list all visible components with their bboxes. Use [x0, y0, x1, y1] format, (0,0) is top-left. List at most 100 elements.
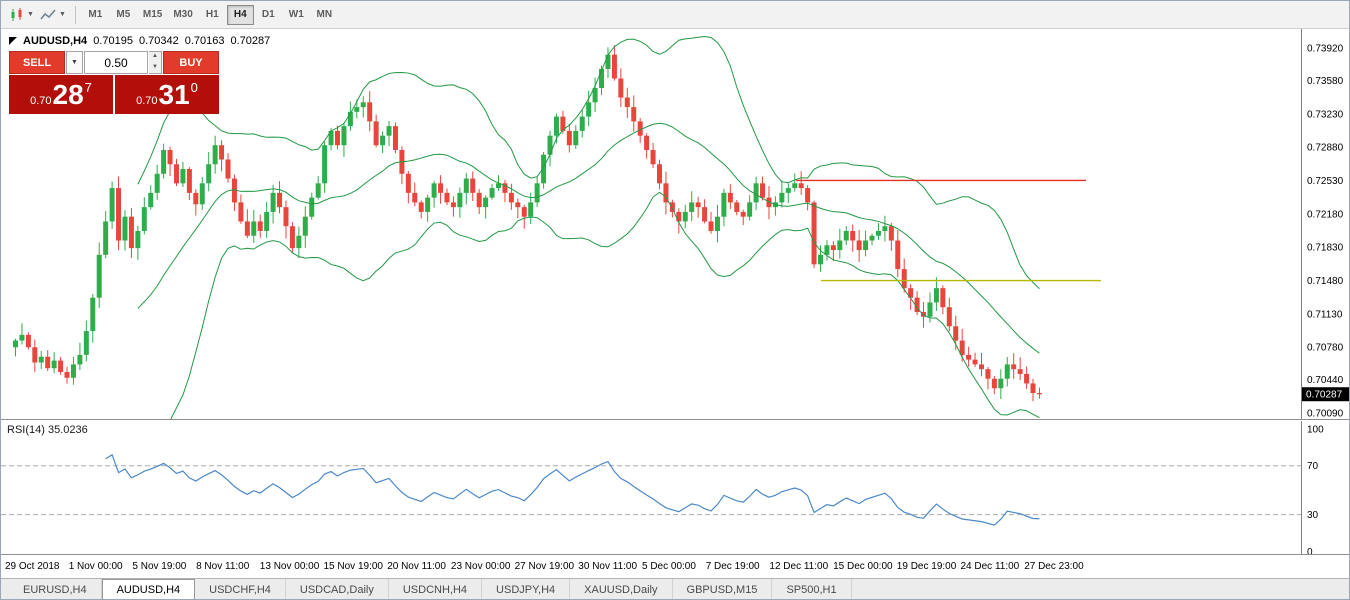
volume-input[interactable] — [84, 51, 148, 74]
price-axis-label: 0.73230 — [1307, 109, 1344, 120]
volume-stepper: ▲ ▼ — [149, 51, 162, 74]
tab-usdchf-h4[interactable]: USDCHF,H4 — [195, 579, 286, 599]
price-axis-label: 0.73920 — [1307, 44, 1344, 55]
line-chart-tool-group: ▼ — [37, 4, 69, 26]
rsi-line — [105, 453, 1040, 526]
bollinger-lower-band — [170, 191, 1040, 419]
tab-eurusd-h4[interactable]: EURUSD,H4 — [9, 579, 102, 599]
current-price-text: 0.70287 — [1306, 390, 1343, 401]
price-axis-label: 0.72880 — [1307, 143, 1344, 154]
chart-type-tool-group: ▼ — [5, 4, 37, 26]
time-axis-label: 5 Dec 00:00 — [642, 561, 696, 572]
price-axis-label: 0.70090 — [1307, 409, 1344, 420]
price-chart-canvas[interactable]: 0.73920 0.73580 0.73230 0.72880 0.72530 0.721… — [1, 29, 1350, 419]
chart-header: AUDUSD,H4 0.70195 0.70342 0.70163 0.7028… — [9, 35, 270, 47]
trade-prices-row: 0.70 28 7 0.70 31 0 — [9, 75, 219, 114]
tab-usdcnh-h4[interactable]: USDCNH,H4 — [389, 579, 483, 599]
tab-xauusd-daily[interactable]: XAUUSD,Daily — [570, 579, 673, 599]
rsi-panel: 100 70 30 0 RSI(14) 35.0236 — [1, 419, 1350, 555]
main-chart-panel: 0.73920 0.73580 0.73230 0.72880 0.72530 0.721… — [1, 29, 1350, 419]
sell-price-display[interactable]: 0.70 28 7 — [9, 75, 113, 114]
price-axis-label: 0.73580 — [1307, 76, 1344, 87]
rsi-axis-label: 30 — [1307, 510, 1319, 521]
sell-price-prefix: 0.70 — [30, 94, 52, 107]
buy-price-pip: 0 — [190, 80, 198, 95]
rsi-axis-label: 0 — [1307, 547, 1313, 555]
time-axis-label: 27 Nov 19:00 — [514, 561, 575, 572]
timeframe-h4[interactable]: H4 — [226, 4, 254, 25]
tab-gbpusd-m15[interactable]: GBPUSD,M15 — [673, 579, 773, 599]
tab-usdjpy-h4[interactable]: USDJPY,H4 — [482, 579, 571, 599]
volume-down-icon[interactable]: ▼ — [152, 63, 158, 70]
timeframe-w1[interactable]: W1 — [288, 8, 304, 20]
sell-price-pip: 7 — [84, 80, 92, 95]
time-axis-label: 1 Nov 00:00 — [68, 561, 123, 572]
trade-controls-row: SELL ▼ ▲ ▼ BUY — [9, 51, 219, 74]
chart-tabbar: EURUSD,H4 AUDUSD,H4 USDCHF,H4 USDCAD,Daily U… — [1, 578, 1349, 599]
time-axis-label: 5 Nov 19:00 — [132, 561, 187, 572]
price-axis-label: 0.72180 — [1307, 209, 1344, 220]
time-axis-label: 27 Dec 23:00 — [1024, 561, 1084, 572]
price-axis-label: 0.72530 — [1307, 176, 1344, 187]
price-axis-label: 0.71480 — [1307, 276, 1344, 287]
volume-up-icon[interactable]: ▲ — [152, 53, 158, 59]
one-click-trading-widget: SELL ▼ ▲ ▼ BUY 0.70 28 7 0.70 31 0 — [9, 51, 219, 114]
rsi-chart-canvas[interactable]: 100 70 30 0 — [1, 421, 1350, 555]
buy-price-display[interactable]: 0.70 31 0 — [115, 75, 219, 114]
sell-price-big: 28 — [52, 78, 84, 110]
time-axis-label: 23 Nov 00:00 — [450, 561, 511, 572]
time-axis-label: 8 Nov 11:00 — [196, 561, 250, 572]
time-axis-label: 24 Dec 11:00 — [960, 561, 1020, 572]
bollinger-middle-band — [137, 122, 1040, 354]
toolbar-separator — [74, 5, 76, 24]
chart-type-dropdown-icon[interactable]: ▼ — [27, 11, 34, 18]
price-axis-label: 0.71830 — [1307, 243, 1344, 254]
sell-button[interactable]: SELL — [9, 51, 65, 74]
time-axis-label: 12 Dec 11:00 — [769, 561, 829, 572]
time-axis-label: 13 Nov 00:00 — [259, 561, 320, 572]
bollinger-upper-band — [137, 36, 1040, 290]
price-axis: 0.73920 0.73580 0.73230 0.72880 0.72530 0.721… — [1307, 44, 1344, 420]
time-axis-label: 7 Dec 19:00 — [705, 561, 760, 572]
time-axis-label: 30 Nov 11:00 — [578, 561, 638, 572]
timeframe-d1[interactable]: D1 — [261, 8, 275, 20]
buy-price-big: 31 — [158, 78, 190, 110]
time-axis-label: 15 Nov 19:00 — [323, 561, 384, 572]
candlestick-chart-icon[interactable] — [8, 6, 25, 23]
price-axis-label: 0.70440 — [1307, 375, 1344, 386]
tab-audusd-h4[interactable]: AUDUSD,H4 — [101, 579, 196, 599]
tab-usdcad-daily[interactable]: USDCAD,Daily — [286, 579, 389, 599]
chart-toolbar: ▼ ▼ M1 M5 M15 M30 H1 H4 D1 W1 MN — [1, 1, 1349, 29]
ohlc-high: 0.70342 — [138, 35, 179, 47]
rsi-indicator-label: RSI(14) 35.0236 — [7, 424, 88, 436]
time-axis-label: 20 Nov 11:00 — [387, 561, 446, 572]
chart-symbol-period: AUDUSD,H4 — [23, 35, 88, 47]
buy-price-prefix: 0.70 — [136, 94, 158, 107]
price-axis-label: 0.71130 — [1307, 309, 1343, 320]
chart-icon — [9, 37, 17, 45]
timeframe-m1[interactable]: M1 — [88, 8, 103, 20]
candles — [13, 45, 1042, 402]
line-chart-icon[interactable] — [40, 6, 57, 23]
current-price-badge — [1302, 387, 1349, 402]
time-axis-label: 29 Oct 2018 — [5, 561, 60, 572]
timeframe-h1[interactable]: H1 — [205, 8, 219, 20]
ohlc-open: 0.70195 — [93, 35, 133, 47]
ohlc-close: 0.70287 — [230, 35, 271, 47]
tab-sp500-h1[interactable]: SP500,H1 — [772, 579, 852, 599]
line-chart-dropdown-icon[interactable]: ▼ — [58, 11, 66, 18]
timeframe-m15[interactable]: M15 — [142, 8, 163, 20]
buy-button[interactable]: BUY — [163, 51, 219, 74]
volume-dropdown-icon[interactable]: ▼ — [66, 51, 83, 74]
ohlc-low: 0.70163 — [184, 35, 225, 47]
timeframe-m5[interactable]: M5 — [116, 8, 131, 20]
time-axis[interactable]: 29 Oct 2018 1 Nov 00:00 5 Nov 19:00 8 Nov 1… — [1, 554, 1349, 578]
time-axis-label: 15 Dec 00:00 — [833, 561, 893, 572]
timeframe-m30[interactable]: M30 — [173, 8, 193, 20]
timeframe-mn[interactable]: MN — [316, 8, 333, 20]
price-axis-label: 0.70780 — [1307, 343, 1344, 354]
rsi-axis-label: 70 — [1307, 461, 1319, 472]
timeframe-bar: M1 M5 M15 M30 H1 H4 D1 W1 MN — [82, 4, 338, 25]
time-axis-label: 19 Dec 19:00 — [896, 561, 957, 572]
